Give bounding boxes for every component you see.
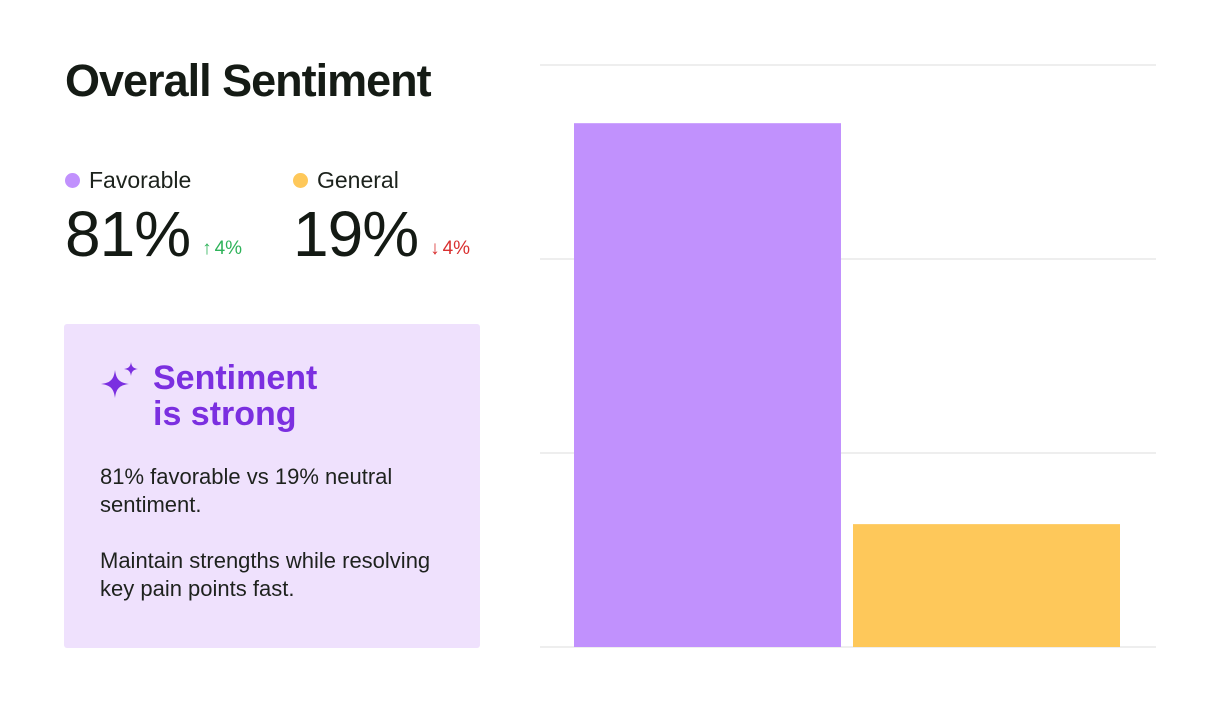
favorable-value: 81% [65,198,191,270]
favorable-delta: ↑ 4% [202,238,242,260]
insight-paragraph-2: Maintain strengths while resolving key p… [100,548,431,601]
general-value: 19% [293,198,419,270]
arrow-down-icon: ↓ [430,238,440,259]
sparkle-icon [101,362,138,398]
legend-general: General [293,166,470,194]
insight-body: 81% favorable vs 19% neutral sentiment. … [100,463,444,603]
favorable-dot-icon [65,172,80,188]
general-delta: ↓ 4% [430,238,470,260]
stat-favorable: Favorable 81% ↑ 4% [65,166,242,268]
legend-label-general: General [317,166,399,193]
general-dot-icon [293,172,308,188]
insight-heading: Sentiment is strong [153,359,318,433]
arrow-up-icon: ↑ [202,238,212,259]
bar-general [853,524,1120,647]
legend-label-favorable: Favorable [89,166,192,193]
insight-paragraph-1: 81% favorable vs 19% neutral sentiment. [100,464,393,517]
page-title: Overall Sentiment [65,55,432,106]
insight-card: Sentiment is strong 81% favorable vs 19%… [64,324,480,648]
legend-favorable: Favorable [65,166,242,194]
bar-favorable [574,123,841,647]
general-delta-value: 4% [442,238,471,259]
stat-general: General 19% ↓ 4% [293,166,470,268]
favorable-delta-value: 4% [214,238,243,259]
